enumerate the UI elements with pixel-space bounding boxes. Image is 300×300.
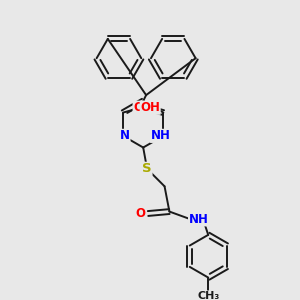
Text: O: O xyxy=(135,207,145,220)
Text: CH₃: CH₃ xyxy=(197,291,219,300)
Text: N: N xyxy=(120,129,130,142)
Text: NH: NH xyxy=(151,129,170,142)
Text: OH: OH xyxy=(140,101,160,114)
Text: S: S xyxy=(142,162,152,176)
Text: O: O xyxy=(133,101,143,114)
Text: NH: NH xyxy=(189,213,208,226)
